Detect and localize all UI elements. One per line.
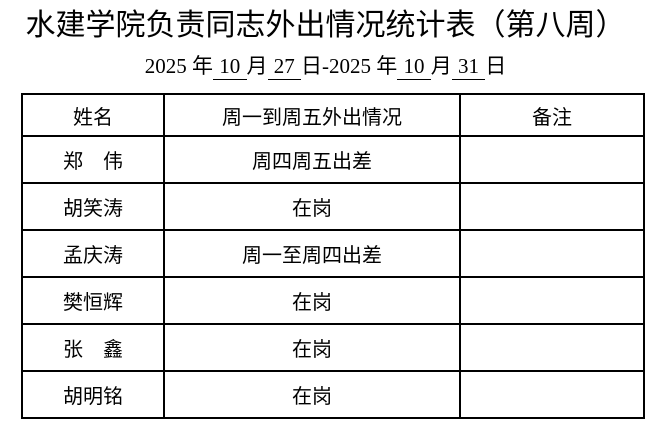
remark-cell — [459, 135, 645, 184]
table-row: 胡明铭 在岗 — [21, 370, 645, 419]
date-underlined-month: 10 — [397, 54, 431, 80]
status-cell: 在岗 — [163, 182, 461, 231]
name-cell: 胡明铭 — [21, 370, 165, 419]
table-row: 胡笑涛 在岗 — [21, 182, 645, 231]
status-cell: 在岗 — [163, 370, 461, 419]
date-part: 日-2025 年 — [301, 54, 398, 78]
status-cell: 在岗 — [163, 323, 461, 372]
table-row: 郑 伟 周四周五出差 — [21, 135, 645, 184]
date-underlined-day: 27 — [267, 54, 301, 80]
remark-cell — [459, 370, 645, 419]
remark-cell — [459, 229, 645, 278]
date-part: 日 — [485, 54, 507, 78]
table-row: 孟庆涛 周一至周四出差 — [21, 229, 645, 278]
date-part: 月 — [246, 54, 268, 78]
status-cell: 周四周五出差 — [163, 135, 461, 184]
table-row: 樊恒辉 在岗 — [21, 276, 645, 325]
name-cell: 胡笑涛 — [21, 182, 165, 231]
remark-cell — [459, 276, 645, 325]
col-header-status: 周一到周五外出情况 — [163, 93, 461, 137]
table-row: 张 鑫 在岗 — [21, 323, 645, 372]
status-cell: 周一至周四出差 — [163, 229, 461, 278]
col-header-name: 姓名 — [21, 93, 165, 137]
col-header-remark: 备注 — [459, 93, 645, 137]
name-cell: 孟庆涛 — [21, 229, 165, 278]
name-cell: 张 鑫 — [21, 323, 165, 372]
date-underlined-month: 10 — [213, 54, 247, 80]
name-cell: 樊恒辉 — [21, 276, 165, 325]
remark-cell — [459, 323, 645, 372]
date-part: 月 — [430, 54, 452, 78]
table-header-row: 姓名 周一到周五外出情况 备注 — [21, 93, 645, 137]
name-cell: 郑 伟 — [21, 135, 165, 184]
page-title: 水建学院负责同志外出情况统计表（第八周） — [25, 9, 626, 42]
remark-cell — [459, 182, 645, 231]
date-range: 2025 年 10 月 27 日-2025 年 10 月 31 日 — [0, 53, 651, 80]
status-cell: 在岗 — [163, 276, 461, 325]
date-underlined-day: 31 — [451, 54, 486, 80]
attendance-table: 姓名 周一到周五外出情况 备注 郑 伟 周四周五出差 胡笑涛 在岗 孟庆涛 周一… — [21, 93, 645, 419]
date-part: 2025 年 — [144, 54, 213, 78]
